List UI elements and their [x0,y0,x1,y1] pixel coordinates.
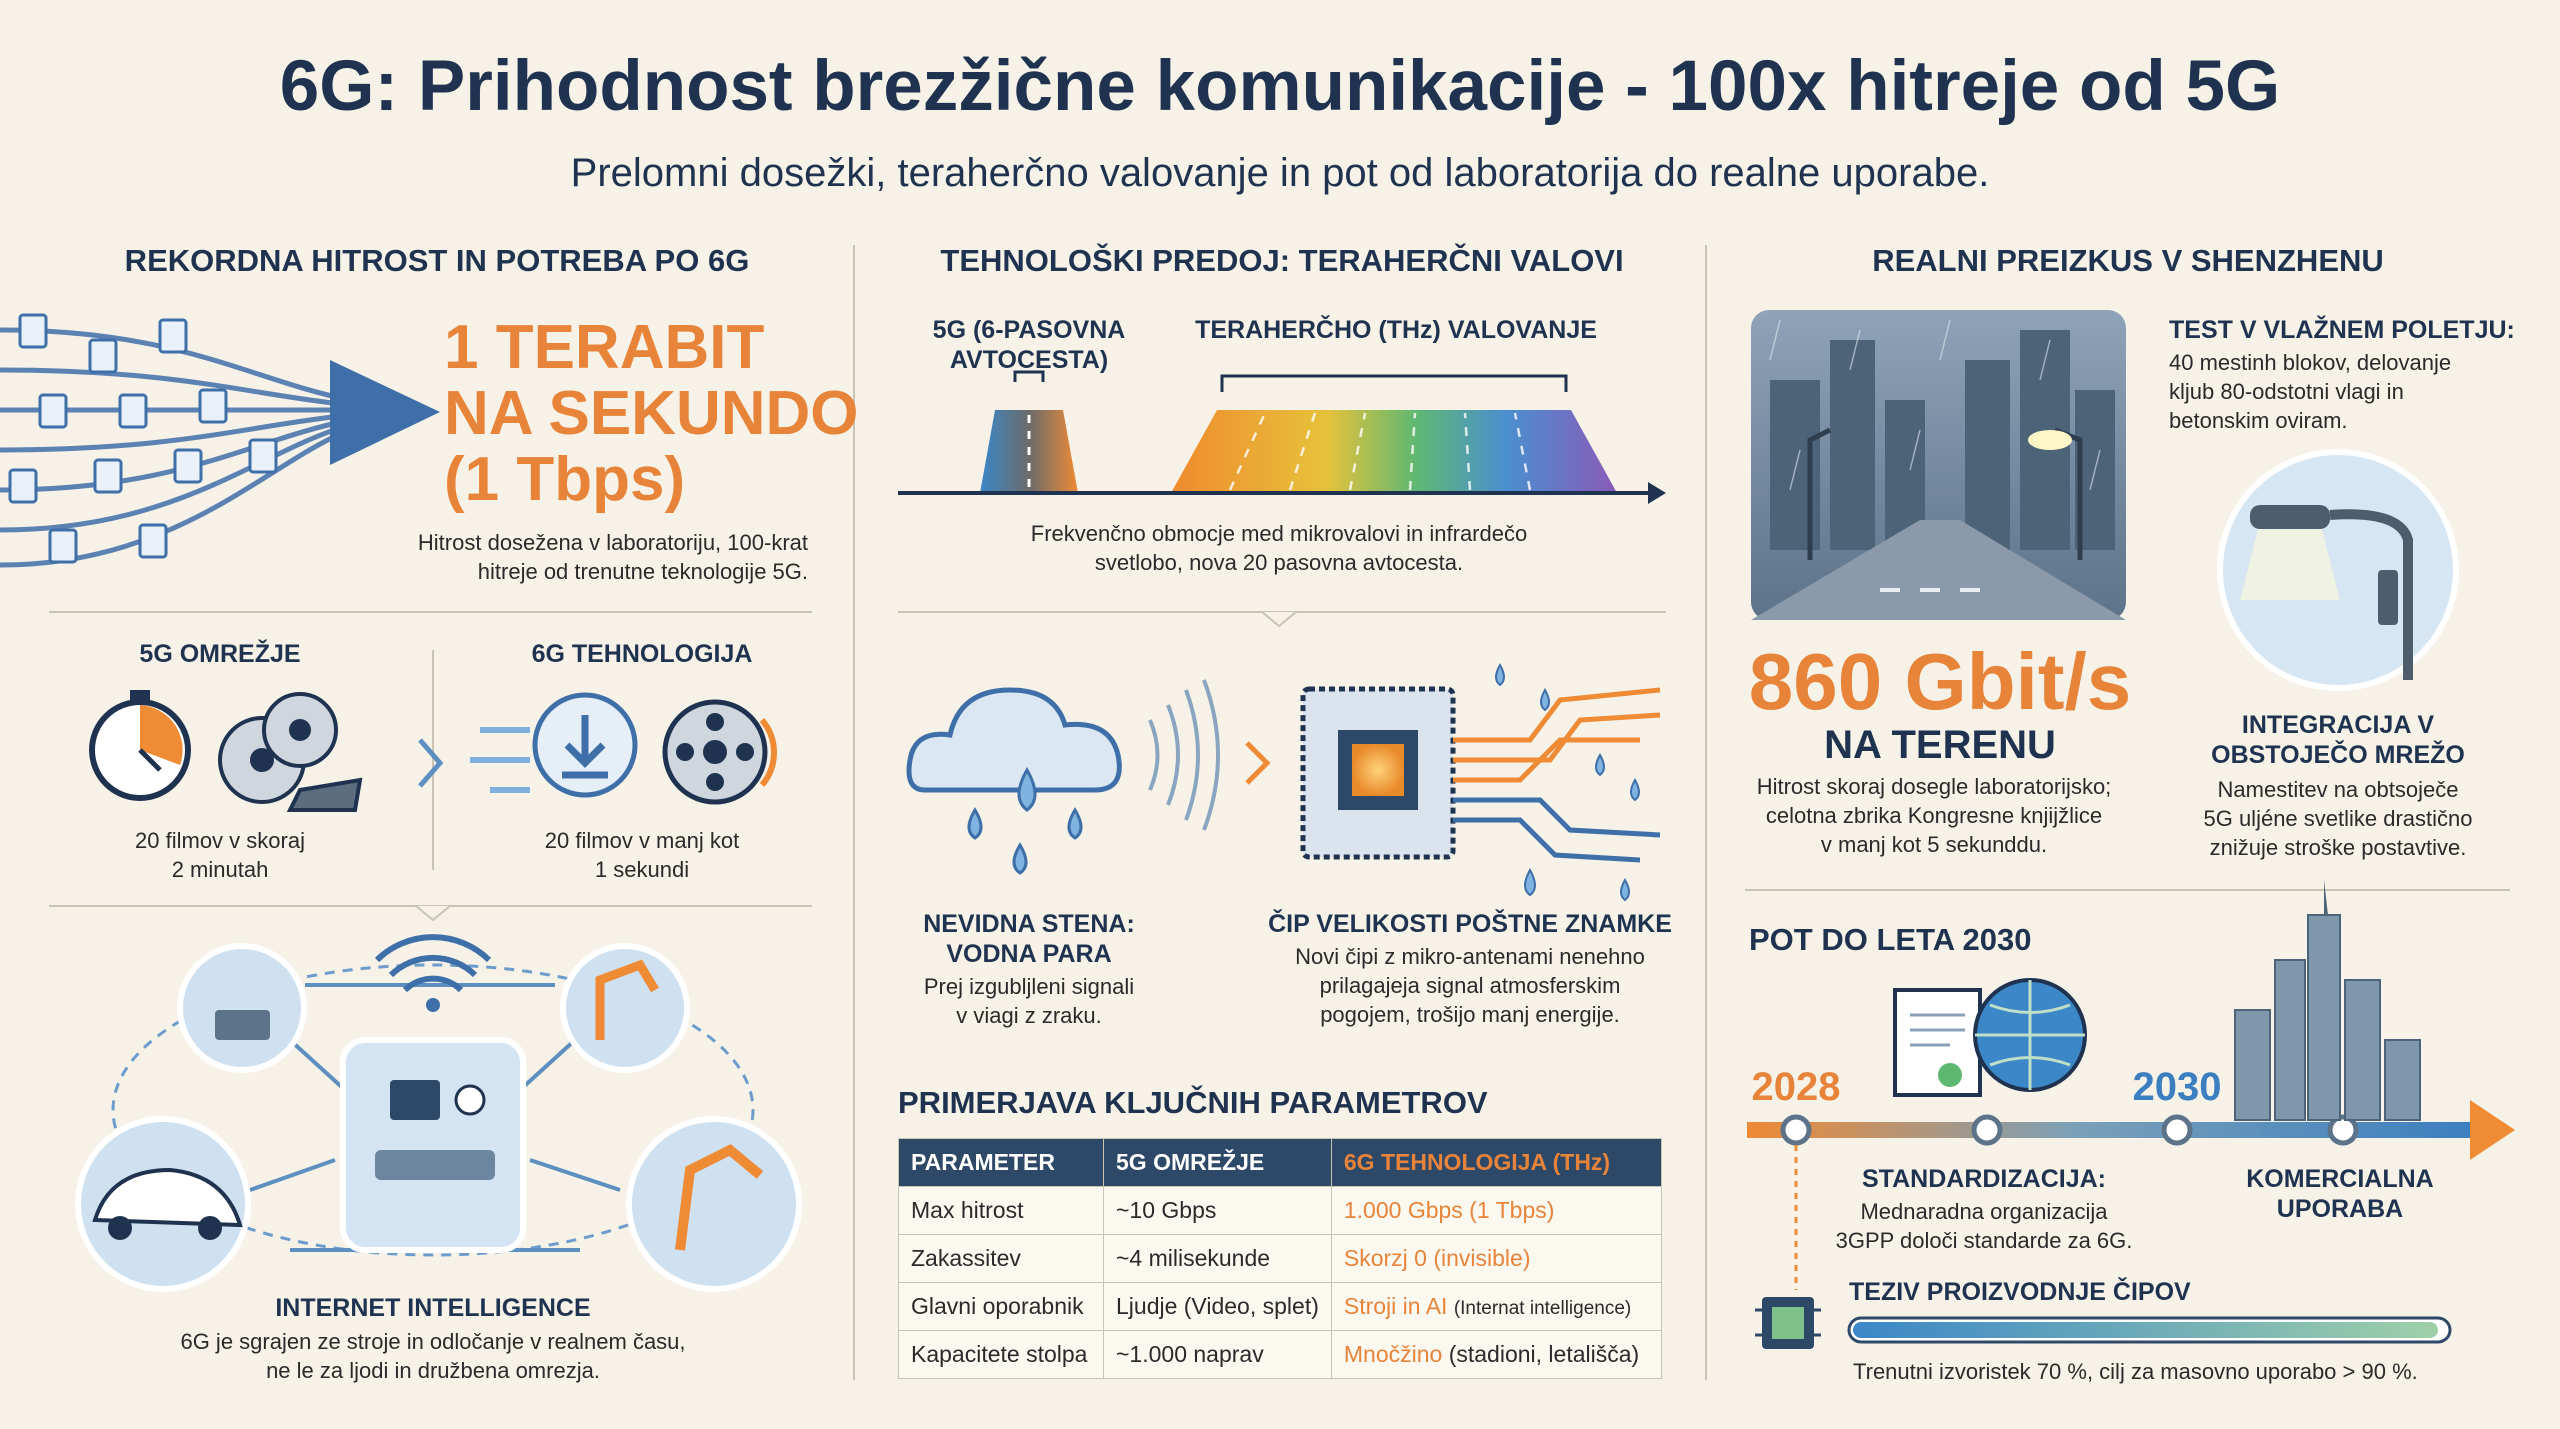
road-label: TERAHERČHO (THz) VALOVANJE [1195,316,1597,344]
milestone-title: UPORABA [2276,1195,2404,1223]
title: 6G: Prihodnost brezžične komunikacije - … [279,47,2281,126]
feature-text: v viagi z zraku. [956,1003,1102,1028]
cloud-icon [906,679,1271,875]
iot-text: 6G je sgrajen ze stroje in odločanje v r… [180,1329,686,1354]
compare-label: 5G OMREŽJE [139,640,301,668]
table-row: Max hitrost ~10 Gbps 1.000 Gbps (1 Tbps) [898,1186,1663,1235]
field-speed: 860 Gbit/s [1748,637,2132,726]
description: hitreje od trenutne teknologije 5G. [477,559,808,584]
integration-title: INTEGRACIJA V [2241,711,2435,739]
cell-highlight: Mnočžino [1343,1341,1443,1367]
feature-title: NEVIDNA STENA: [923,910,1135,938]
data-stream-arrow [0,313,440,568]
cell: Mnočžino (stadioni, letališča) [1330,1330,1663,1379]
subtitle: Prelomni dosežki, teraherčno valovanje i… [570,151,1990,195]
roadmap [1747,880,2515,1290]
cell: Ljudje (Video, splet) [1103,1282,1332,1331]
iot-network [75,934,802,1292]
header-cell: 5G OMREŽJE [1103,1138,1332,1187]
feature-title: ČIP VELIKOSTI POŠTNE ZNAMKE [1268,910,1672,938]
integration-title: OBSTOJEČO MREŽO [2211,741,2465,769]
comparison-table: PARAMETER 5G OMREŽJE 6G TEHNOLOGIJA (THz… [898,1138,1663,1379]
cell: Stroji in AI (Internat intelligence) [1330,1282,1663,1331]
table-title: PRIMERJAVA KLJUČNIH PARAMETROV [898,1085,1488,1120]
table-row: Zakassitev ~4 milisekunde Skorzj 0 (invi… [898,1234,1663,1283]
city-photo [1751,310,2126,620]
milestone-text: Mednaradna organizacija [1860,1199,2108,1224]
road-diagram [898,370,1666,504]
section-heading: REKORDNA HITROST IN POTREBA PO 6G [124,243,750,278]
road-label: 5G (6-PASOVNA [932,316,1126,344]
caption: Frekvenčno obmocje med mikrovalovi in in… [1030,521,1528,546]
chip-yield-title: TEZIV PROIZVODNJE ČIPOV [1849,1278,2191,1306]
stopwatch-icon [89,690,191,801]
field-text: celotna zbrika Kongresne knjijžlice [1765,803,2103,828]
field-text: v manj kot 5 sekunddu. [1820,832,2048,857]
cell: Kapacitete stolpa [898,1330,1104,1379]
cell: 1.000 Gbps (1 Tbps) [1330,1186,1663,1235]
cell-highlight: Stroji in AI [1343,1293,1448,1319]
compare-text: 20 filmov v manj kot [544,828,740,853]
description: Hitrost dosežena v laboratoriju, 100-kra… [417,530,808,555]
feature-text: Prej izgubljleni signali [923,974,1135,999]
test-title: TEST V VLAŽNEM POLETJU: [2169,316,2515,344]
cell: ~10 Gbps [1103,1186,1332,1235]
cell-note: (stadioni, letališča) [1448,1341,1640,1367]
iot-text: ne le za ljodi in družbena omrezja. [266,1358,600,1383]
field-text: Hitrost skoraj dosegle laboratorijsko; [1756,774,2112,799]
headline: (1 Tbps) [444,445,686,514]
table-header: PARAMETER 5G OMREŽJE 6G TEHNOLOGIJA (THz… [898,1138,1663,1187]
road-label: AVTOCESTA) [949,346,1109,374]
integration-text: znižuje stroške postavtive. [2209,835,2467,860]
roadmap-title: POT DO LETA 2030 [1749,922,2032,957]
compare-text: 2 minutah [171,857,269,882]
milestone-title: KOMERCIALNA [2246,1165,2434,1193]
cell: Zakassitev [898,1234,1104,1283]
header-cell: PARAMETER [898,1138,1104,1187]
milestone-title: STANDARDIZACIJA: [1862,1165,2106,1193]
feature-text: Novi čipi z mikro-antenami nenehno [1295,944,1645,969]
feature-text: prilagajeja signal atmosferskim [1319,973,1621,998]
feature-title: VODNA PARA [946,940,1112,968]
street-lamp-icon [2217,449,2459,691]
film-reels-icon [218,692,363,812]
compare-label: 6G TEHNOLOGIJA [531,640,753,668]
table-row: Kapacitete stolpa ~1.000 naprav Mnočžino… [898,1330,1663,1379]
cell: Skorzj 0 (invisible) [1330,1234,1663,1283]
roadmap-year: 2030 [2132,1065,2222,1109]
headline: NA SEKUNDO [444,379,859,448]
film-reel-icon [662,699,777,805]
integration-text: Namestitev na obtsoječe [2217,777,2459,802]
cell: ~1.000 naprav [1103,1330,1332,1379]
feature-text: pogojem, trošijo manj energije. [1320,1002,1620,1027]
test-text: 40 mestinh blokov, delovanje [2169,350,2452,375]
caption: svetlobo, nova 20 pasovna avtocesta. [1094,550,1464,575]
chip-small-icon [1755,1297,2452,1349]
test-text: betonskim oviram. [2169,408,2348,433]
cell: Max hitrost [898,1186,1104,1235]
compare-text: 1 sekundi [594,857,690,882]
download-icon [470,692,638,798]
iot-title: INTERNET INTELLIGENCE [275,1294,591,1322]
field-speed-label: NA TERENU [1824,723,2056,767]
headline: 1 TERABIT [444,313,765,382]
cell: ~4 milisekunde [1103,1234,1332,1283]
chip-icon [1300,662,1661,902]
table-row: Glavni oporabnik Ljudje (Video, splet) S… [898,1282,1663,1331]
section-heading: REALNI PREIZKUS V SHENZHENU [1872,243,2384,278]
milestone-text: 3GPP določi standarde za 6G. [1835,1228,2133,1253]
cell: Glavni oporabnik [898,1282,1104,1331]
section-heading: TEHNOLOŠKI PREDOJ: TERAHERČNI VALOVI [940,243,1624,278]
roadmap-year: 2028 [1751,1065,1841,1109]
integration-text: 5G uljéne svetlike drastično [2203,806,2473,831]
header-cell: 6G TEHNOLOGIJA (THz) [1330,1138,1663,1187]
cell-note: (Internat intelligence) [1453,1298,1632,1319]
chip-yield-text: Trenutni izvoristek 70 %, cilj za masovn… [1853,1359,2418,1384]
test-text: kljub 80-odstotni vlagi in [2169,379,2404,404]
compare-text: 20 filmov v skoraj [135,828,305,853]
